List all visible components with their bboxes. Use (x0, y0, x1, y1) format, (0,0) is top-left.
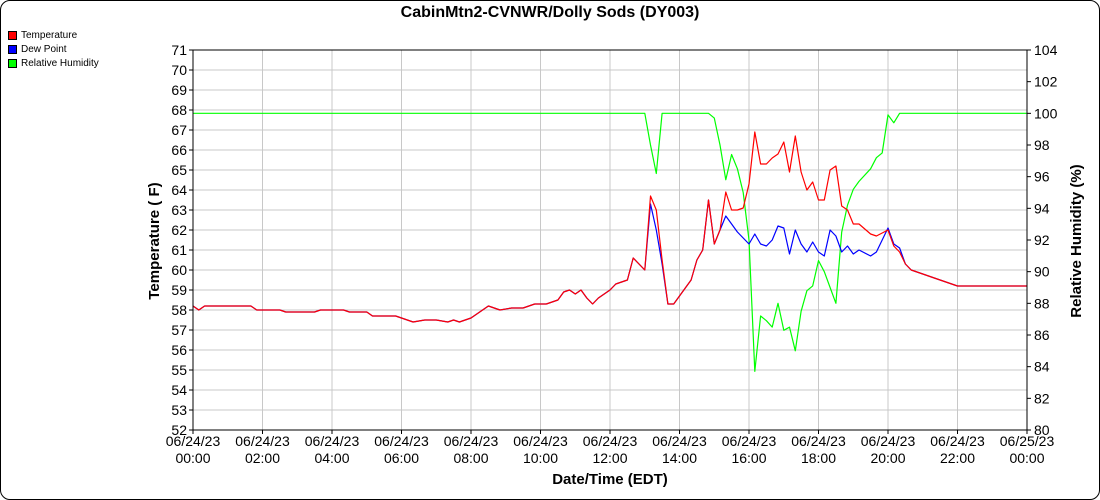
x-tick-label-time: 04:00 (314, 450, 349, 466)
y-tick-label: 64 (171, 182, 187, 198)
x-tick-label-time: 06:00 (384, 450, 419, 466)
y-tick-label: 70 (171, 62, 187, 78)
y2-tick-label: 102 (1034, 74, 1058, 90)
x-tick-label-time: 18:00 (801, 450, 836, 466)
x-tick-label-date: 06/25/23 (1000, 433, 1055, 449)
x-tick-label-time: 16:00 (731, 450, 766, 466)
y2-tick-label: 92 (1034, 232, 1050, 248)
x-tick-label-date: 06/24/23 (861, 433, 916, 449)
x-tick-label-time: 22:00 (940, 450, 975, 466)
y2-tick-label: 84 (1034, 359, 1050, 375)
x-tick-label-time: 10:00 (523, 450, 558, 466)
x-tick-label-time: 00:00 (1009, 450, 1044, 466)
x-tick-label-time: 20:00 (870, 450, 905, 466)
x-tick-label-date: 06/24/23 (166, 433, 221, 449)
x-tick-label-date: 06/24/23 (791, 433, 846, 449)
y-tick-label: 68 (171, 102, 187, 118)
y-tick-label: 62 (171, 222, 187, 238)
x-tick-label-date: 06/24/23 (722, 433, 777, 449)
legend-label-relative-humidity: Relative Humidity (21, 57, 99, 69)
y2-tick-label: 86 (1034, 327, 1050, 343)
y-tick-label: 59 (171, 282, 187, 298)
legend-label-dew-point: Dew Point (21, 43, 67, 55)
x-tick-label-time: 02:00 (245, 450, 280, 466)
y-tick-label: 56 (171, 342, 187, 358)
y-tick-label: 58 (171, 302, 187, 318)
y2-tick-label: 96 (1034, 169, 1050, 185)
y-axis-label: Temperature ( F) (146, 182, 163, 299)
x-tick-label-time: 08:00 (453, 450, 488, 466)
legend-item-dew-point: Dew Point (8, 42, 99, 56)
legend-swatch-temperature (8, 30, 17, 40)
legend-item-temperature: Temperature (8, 28, 99, 42)
y2-tick-label: 98 (1034, 137, 1050, 153)
x-tick-label-date: 06/24/23 (444, 433, 499, 449)
x-tick-label-date: 06/24/23 (652, 433, 707, 449)
y2-tick-label: 88 (1034, 295, 1050, 311)
y-tick-label: 55 (171, 362, 187, 378)
grid (192, 49, 1028, 431)
y2-tick-label: 82 (1034, 390, 1050, 406)
y-tick-label: 53 (171, 402, 187, 418)
y-tick-label: 65 (171, 162, 187, 178)
plot-area-border (192, 49, 1028, 431)
y-tick-label: 63 (171, 202, 187, 218)
y-tick-label: 66 (171, 142, 187, 158)
x-tick-label-time: 12:00 (592, 450, 627, 466)
series-layer (192, 112, 1027, 372)
x-tick-label-date: 06/24/23 (930, 433, 985, 449)
y-tick-label: 69 (171, 82, 187, 98)
y-tick-label: 71 (171, 42, 187, 58)
x-tick-label-date: 06/24/23 (583, 433, 638, 449)
legend-swatch-dew-point (8, 44, 17, 54)
x-tick-label-date: 06/24/23 (374, 433, 429, 449)
y2-tick-label: 94 (1034, 200, 1050, 216)
chart-title: CabinMtn2-CVNWR/Dolly Sods (DY003) (400, 4, 700, 21)
relative-humidity-line (193, 112, 1027, 372)
legend-label-temperature: Temperature (21, 29, 78, 41)
legend: Temperature Dew Point Relative Humidity (8, 28, 99, 70)
x-axis-label: Date/Time (EDT) (552, 471, 668, 488)
y-tick-label: 67 (171, 122, 187, 138)
y2-axis-label: Relative Humidity (%) (1068, 164, 1085, 317)
y2-tick-label: 90 (1034, 264, 1050, 280)
y-tick-label: 52 (171, 422, 187, 438)
temperature-line (192, 131, 1027, 323)
y-tick-label: 57 (171, 322, 187, 338)
y-tick-label: 54 (171, 382, 187, 398)
y-tick-label: 60 (171, 262, 187, 278)
x-tick-label-time: 14:00 (662, 450, 697, 466)
y-tick-label: 61 (171, 242, 187, 258)
y2-tick-label: 104 (1034, 42, 1058, 58)
axes-layer: 52 53 54 55 56 57 58 59 60 61 62 63 64 65 66 67 68 69 70 71… (166, 42, 1058, 466)
x-tick-label-time: 00:00 (175, 450, 210, 466)
legend-swatch-relative-humidity (8, 58, 17, 68)
y2-tick-label: 100 (1034, 105, 1058, 121)
legend-item-relative-humidity: Relative Humidity (8, 56, 99, 70)
x-tick-label-date: 06/24/23 (235, 433, 290, 449)
x-tick-label-date: 06/24/23 (305, 433, 360, 449)
x-tick-label-date: 06/24/23 (513, 433, 568, 449)
y2-tick-label: 80 (1034, 422, 1050, 438)
